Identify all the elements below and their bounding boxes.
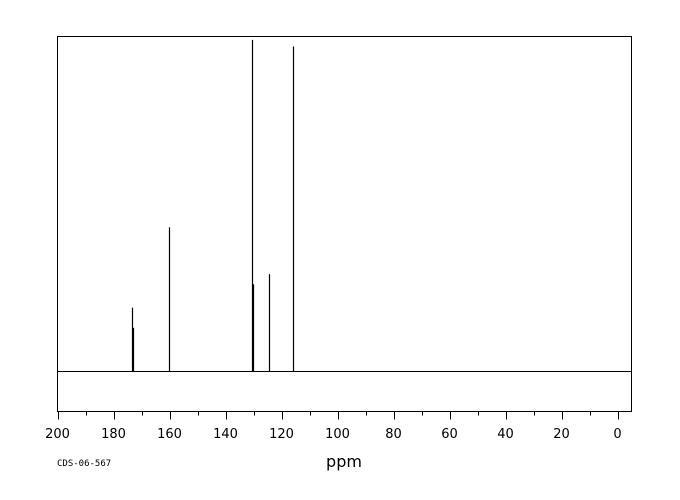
- x-tick-label: 80: [385, 427, 402, 442]
- x-tick-label: 0: [613, 427, 621, 442]
- x-tick-label: 100: [325, 427, 350, 442]
- x-tick-label: 60: [441, 427, 458, 442]
- x-tick-label: 160: [157, 427, 182, 442]
- x-tick-label: 140: [213, 427, 238, 442]
- x-tick-label: 40: [497, 427, 514, 442]
- spectrum-peaks: [131, 39, 295, 372]
- x-axis-tick-labels: 200 180 160 140 120 100 80 60 40 20 0: [45, 427, 622, 442]
- x-tick-label: 180: [101, 427, 126, 442]
- plot-frame: [57, 36, 632, 412]
- x-tick-label: 20: [553, 427, 570, 442]
- x-axis-ticks: [58, 411, 619, 420]
- x-tick-label: 120: [269, 427, 294, 442]
- x-axis-label: ppm: [326, 452, 362, 471]
- compound-code-label: CDS-06-567: [57, 459, 111, 469]
- x-tick-label: 200: [45, 427, 70, 442]
